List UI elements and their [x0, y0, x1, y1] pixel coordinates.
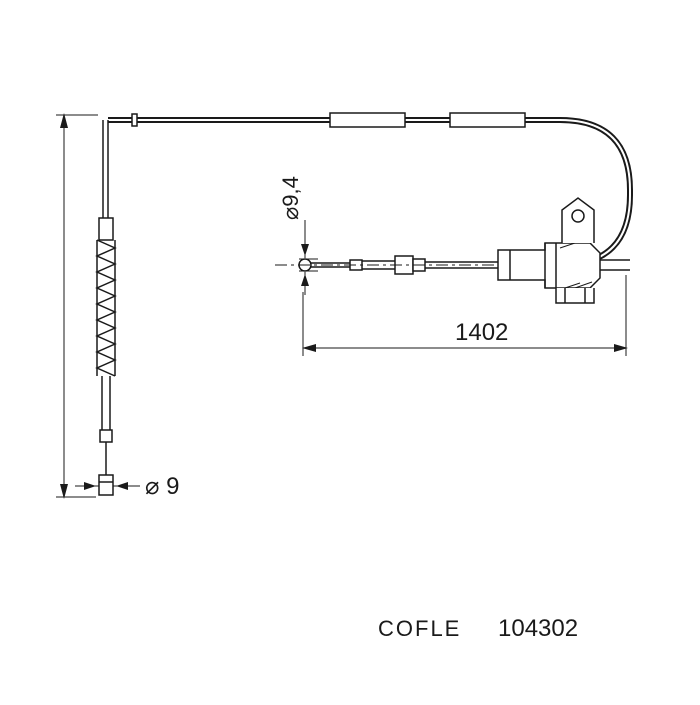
technical-diagram: ⌀ 9 ⌀9,4 1402 COFLE 104302: [0, 0, 700, 700]
vertical-dimension: [56, 113, 98, 499]
cable-assembly: [97, 113, 630, 495]
diameter-94-dimension: ⌀9,4: [278, 176, 318, 295]
length-label: 1402: [455, 319, 508, 346]
part-number: 104302: [498, 615, 578, 642]
product-label: COFLE 104302: [378, 615, 578, 642]
diameter-9-label: ⌀ 9: [145, 473, 179, 500]
diameter-9-dimension: ⌀ 9: [75, 473, 179, 500]
accordion-boot: [97, 240, 115, 376]
diameter-94-label: ⌀9,4: [278, 176, 303, 220]
brand-name: COFLE: [378, 616, 461, 641]
